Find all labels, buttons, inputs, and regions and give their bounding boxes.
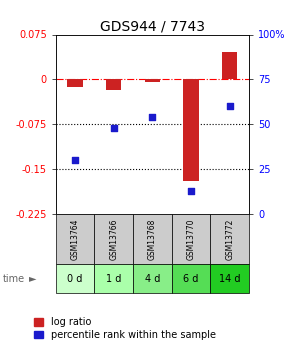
Point — [227, 104, 232, 109]
Bar — [172, 264, 210, 293]
Bar — [145, 79, 160, 82]
Text: ►: ► — [29, 274, 37, 284]
Text: 0 d: 0 d — [67, 274, 83, 284]
Bar — [94, 264, 133, 293]
Text: GSM13772: GSM13772 — [225, 218, 234, 259]
Text: 1 d: 1 d — [106, 274, 121, 284]
Text: 14 d: 14 d — [219, 274, 241, 284]
Text: GSM13768: GSM13768 — [148, 218, 157, 259]
Bar — [183, 79, 199, 181]
Text: GSM13766: GSM13766 — [109, 218, 118, 260]
Bar — [94, 214, 133, 264]
Bar — [106, 79, 121, 90]
Bar — [210, 264, 249, 293]
Bar — [67, 79, 83, 87]
Bar — [133, 264, 172, 293]
Text: 6 d: 6 d — [183, 274, 199, 284]
Text: time: time — [3, 274, 25, 284]
Point — [111, 125, 116, 130]
Point — [73, 157, 77, 163]
Bar — [222, 52, 237, 79]
Bar — [210, 214, 249, 264]
Bar — [172, 214, 210, 264]
Point — [189, 188, 193, 193]
Text: 4 d: 4 d — [145, 274, 160, 284]
Text: GSM13770: GSM13770 — [187, 218, 195, 260]
Legend: log ratio, percentile rank within the sample: log ratio, percentile rank within the sa… — [34, 317, 216, 340]
Point — [150, 114, 155, 120]
Bar — [133, 214, 172, 264]
Bar — [56, 214, 94, 264]
Bar — [56, 264, 94, 293]
Title: GDS944 / 7743: GDS944 / 7743 — [100, 19, 205, 33]
Text: GSM13764: GSM13764 — [71, 218, 79, 260]
